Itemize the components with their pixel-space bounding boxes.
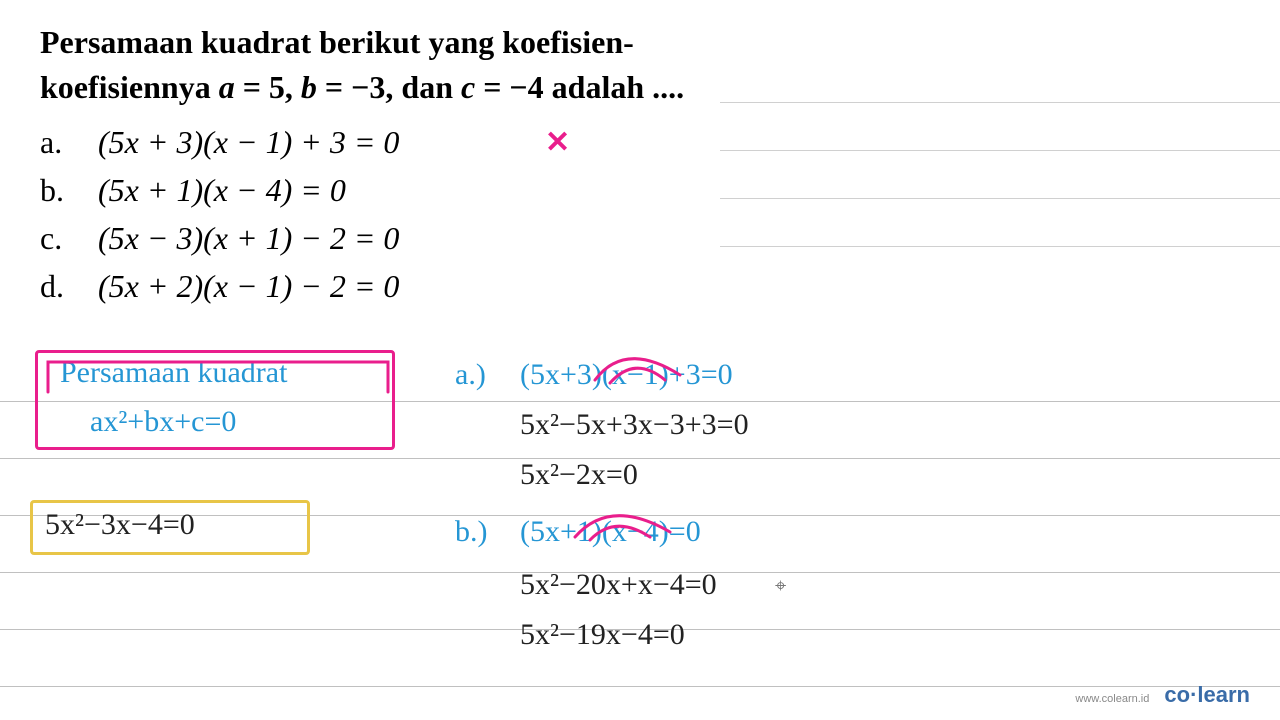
- brand-co: co: [1164, 682, 1190, 707]
- work-a-eq2: 5x²−5x+3x−3+3=0: [520, 408, 749, 442]
- box-title: Persamaan kuadrat: [60, 356, 287, 390]
- work-a-eq1: (5x+3)(x−1)+3=0: [520, 358, 733, 392]
- footer: www.colearn.id co·learn: [1075, 682, 1250, 708]
- work-b-eq3: 5x²−19x−4=0: [520, 618, 685, 652]
- option-b: b. (5x + 1)(x − 4) = 0: [40, 166, 1240, 214]
- work-b-eq2: 5x²−20x+x−4=0: [520, 568, 717, 602]
- option-b-label: b.: [40, 166, 90, 214]
- target-equation: 5x²−3x−4=0: [45, 508, 195, 542]
- option-a-label: a.: [40, 118, 90, 166]
- footer-brand: co·learn: [1164, 682, 1250, 707]
- cursor-icon: ⌖: [775, 575, 786, 598]
- options-list: a. (5x + 3)(x − 1) + 3 = 0 ✕ b. (5x + 1)…: [40, 118, 1240, 310]
- x-mark-icon: ✕: [545, 120, 570, 165]
- option-d-label: d.: [40, 262, 90, 310]
- work-a-eq3: 5x²−2x=0: [520, 458, 638, 492]
- option-b-expr: (5x + 1)(x − 4) = 0: [98, 172, 346, 208]
- box-formula: ax²+bx+c=0: [90, 405, 236, 439]
- option-c-expr: (5x − 3)(x + 1) − 2 = 0: [98, 220, 399, 256]
- footer-url: www.colearn.id: [1075, 693, 1149, 705]
- option-d-expr: (5x + 2)(x − 1) − 2 = 0: [98, 268, 399, 304]
- q-var-a: a: [219, 69, 235, 105]
- option-d: d. (5x + 2)(x − 1) − 2 = 0: [40, 262, 1240, 310]
- work-a-label: a.): [455, 358, 486, 392]
- option-a: a. (5x + 3)(x − 1) + 3 = 0 ✕: [40, 118, 1240, 166]
- page-content: Persamaan kuadrat berikut yang koefisien…: [0, 0, 1280, 330]
- option-c: c. (5x − 3)(x + 1) − 2 = 0: [40, 214, 1240, 262]
- work-b-label: b.): [455, 515, 488, 549]
- q-eq1: = 5,: [235, 69, 301, 105]
- q-eq3: = −4 adalah ....: [475, 69, 684, 105]
- q-eq2: = −3, dan: [317, 69, 461, 105]
- option-a-expr: (5x + 3)(x − 1) + 3 = 0: [98, 124, 399, 160]
- q-var-c: c: [461, 69, 475, 105]
- q-prefix: koefisiennya: [40, 69, 219, 105]
- brand-learn: learn: [1197, 682, 1250, 707]
- work-b-eq1: (5x+1)(x−4)=0: [520, 515, 701, 549]
- option-c-label: c.: [40, 214, 90, 262]
- q-var-b: b: [301, 69, 317, 105]
